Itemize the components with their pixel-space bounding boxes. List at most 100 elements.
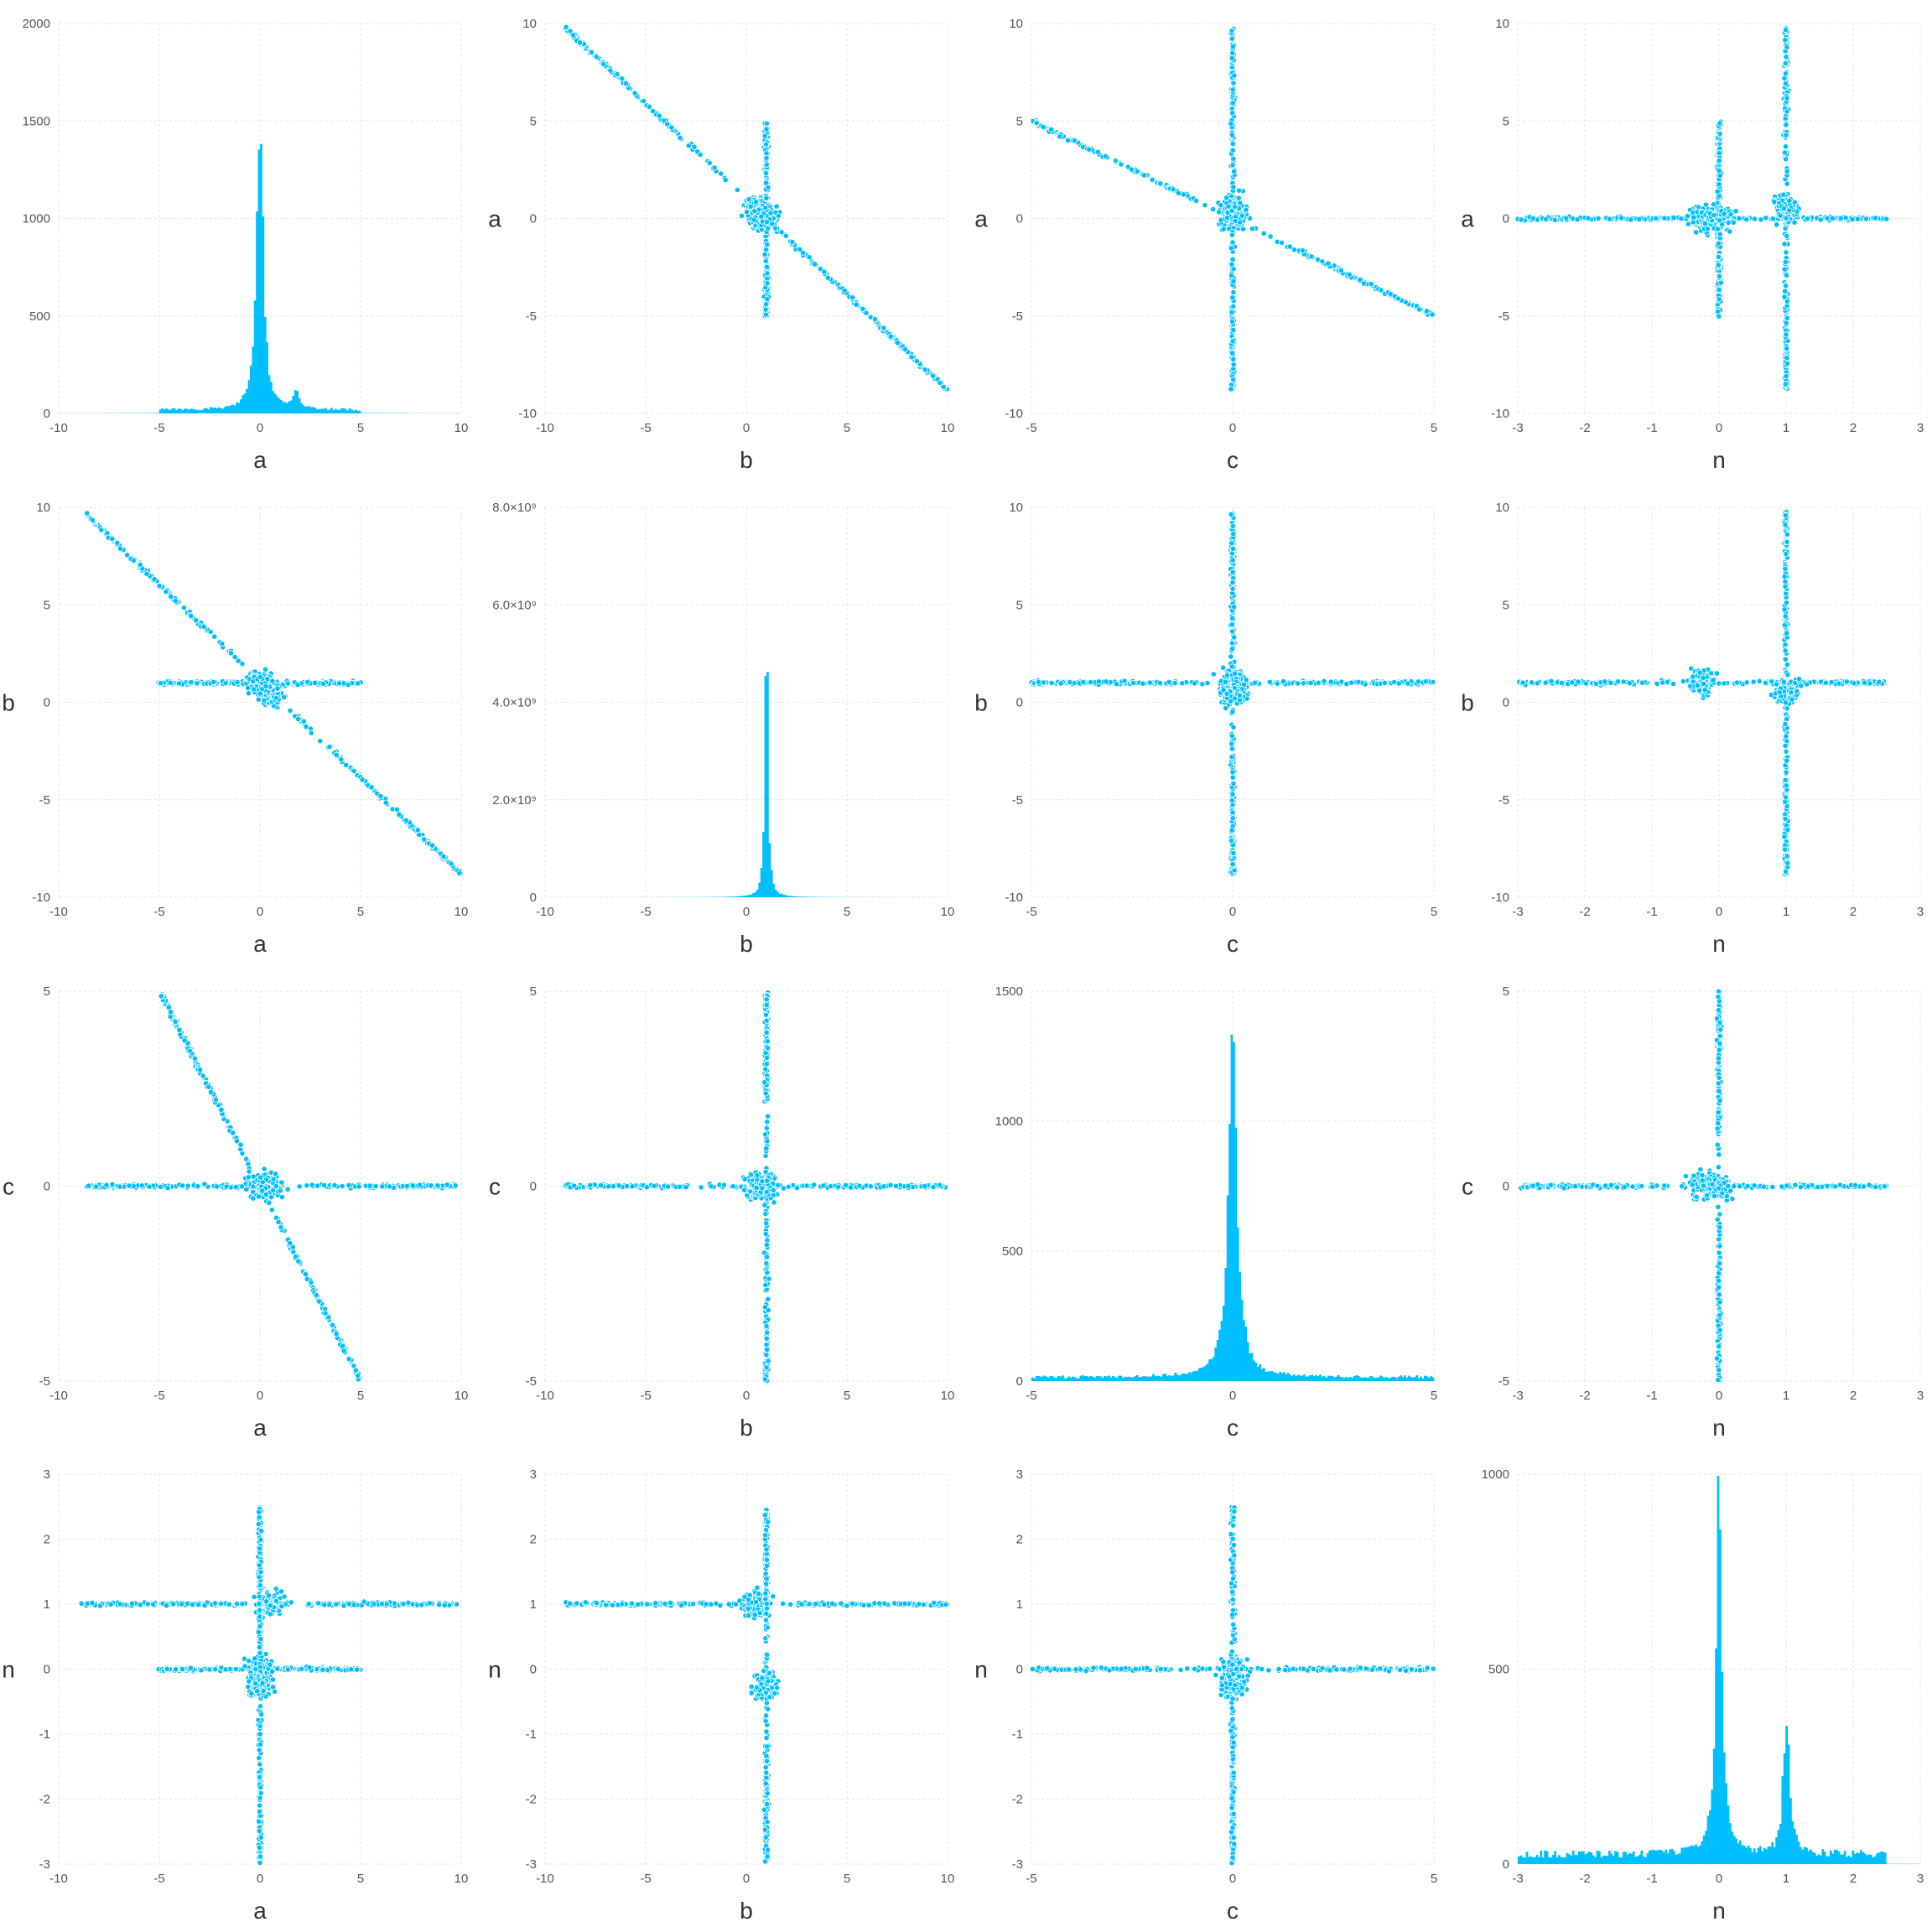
y-tick-label: 0 <box>1503 212 1509 226</box>
scatter-point <box>1782 80 1789 87</box>
scatter-point <box>614 70 621 77</box>
histogram-bar <box>203 408 206 413</box>
scatter-point <box>763 195 770 201</box>
scatter-point <box>124 552 131 558</box>
scatter-point <box>1836 680 1842 687</box>
scatter-point <box>1851 680 1857 687</box>
y-tick-label: 500 <box>29 309 50 324</box>
scatter-point <box>1854 216 1861 222</box>
scatter-point <box>1228 309 1235 316</box>
histogram-bar <box>183 408 186 413</box>
scatter-point <box>694 148 701 155</box>
scatter-point <box>1783 215 1789 221</box>
scatter-point <box>1670 214 1677 221</box>
histogram-bar <box>788 896 792 897</box>
y-tick-label: 5 <box>1016 114 1023 128</box>
scatter-point <box>1837 215 1844 221</box>
scatter-point <box>269 678 276 684</box>
y-tick-label: -10 <box>32 891 50 905</box>
y-tick-label: 5 <box>530 114 537 128</box>
x-axis-label: c <box>1227 447 1239 473</box>
histogram-bar <box>201 409 205 413</box>
scatter-point <box>1783 319 1789 326</box>
scatter-point <box>1229 791 1236 797</box>
scatter-point <box>1228 754 1235 761</box>
y-tick-label: 0 <box>1016 212 1023 226</box>
x-tick-label: 5 <box>357 905 364 919</box>
x-tick-label: 0 <box>1716 905 1722 919</box>
y-tick-label: 10 <box>1009 17 1023 31</box>
histogram-bar <box>293 390 297 413</box>
scatter-point <box>1228 837 1235 844</box>
scatter-point <box>1842 215 1849 221</box>
x-axis-label: b <box>740 447 753 473</box>
scatter-point <box>1229 709 1236 715</box>
scatter-point <box>1230 278 1237 285</box>
scatter-point <box>685 143 692 149</box>
scatter-point <box>1780 205 1787 212</box>
scatter-point <box>1229 585 1236 592</box>
histogram-bar <box>312 407 315 413</box>
scatter-point <box>1229 815 1236 822</box>
scatter-point <box>1394 295 1401 302</box>
scatter-point <box>1229 579 1236 586</box>
scatter-point <box>1783 122 1789 128</box>
histogram-bar <box>257 149 261 413</box>
scatter-point <box>1817 678 1825 685</box>
x-tick-label: 3 <box>1917 905 1924 919</box>
scatter-point <box>1286 243 1293 250</box>
scatter-point <box>1585 215 1592 221</box>
scatter-point <box>1337 267 1345 274</box>
scatter-point <box>1529 679 1535 686</box>
histogram-bar <box>340 408 343 413</box>
histogram-bar <box>247 380 251 413</box>
scatter-point <box>1300 680 1306 687</box>
scatter-point <box>1348 679 1355 686</box>
scatter-point <box>656 112 662 119</box>
scatter-point <box>1727 228 1733 235</box>
scatter-point <box>763 154 770 162</box>
scatter-point <box>1777 212 1784 219</box>
histogram-bar <box>314 408 317 413</box>
scatter-point <box>1829 215 1836 222</box>
scatter-point <box>1140 680 1146 687</box>
scatter-point <box>448 860 454 867</box>
scatter-point <box>1307 679 1314 687</box>
scatter-point <box>1786 207 1793 214</box>
scatter-point <box>1730 219 1737 226</box>
scatter-point <box>1653 215 1659 222</box>
scatter-point <box>1690 214 1697 221</box>
scatter-point <box>1086 146 1093 153</box>
y-axis-label: a <box>488 206 501 232</box>
x-tick-label: 5 <box>1431 905 1437 919</box>
scatter-point <box>576 39 584 46</box>
scatter-point <box>1733 679 1740 686</box>
scatter-point <box>1784 345 1790 352</box>
scatter-point <box>1035 678 1042 685</box>
histogram-bar <box>270 382 273 413</box>
histogram-bar <box>292 396 295 413</box>
scatter-point <box>752 199 760 205</box>
scatter-point <box>1295 680 1301 687</box>
scatter-point <box>1355 678 1362 685</box>
scatter-point <box>1716 120 1723 127</box>
histogram-bar <box>746 895 749 897</box>
histogram-bar <box>760 867 763 897</box>
scatter-point <box>1780 191 1787 198</box>
histogram-bar <box>338 410 341 413</box>
y-tick-label: -5 <box>526 309 537 324</box>
scatter-point <box>1192 680 1198 687</box>
scatter-point <box>163 589 169 595</box>
scatter-point <box>1235 187 1243 194</box>
scatter-point <box>1102 153 1109 159</box>
x-tick-label: -5 <box>640 905 651 919</box>
histogram-bar <box>744 895 747 897</box>
histogram-bar <box>748 895 751 897</box>
scatter-point <box>1626 680 1633 687</box>
scatter-point <box>1704 226 1711 232</box>
scatter-point <box>1240 226 1247 232</box>
scatter-point <box>1315 679 1322 686</box>
scatter-point <box>930 372 937 380</box>
scatter-point <box>1267 233 1274 240</box>
